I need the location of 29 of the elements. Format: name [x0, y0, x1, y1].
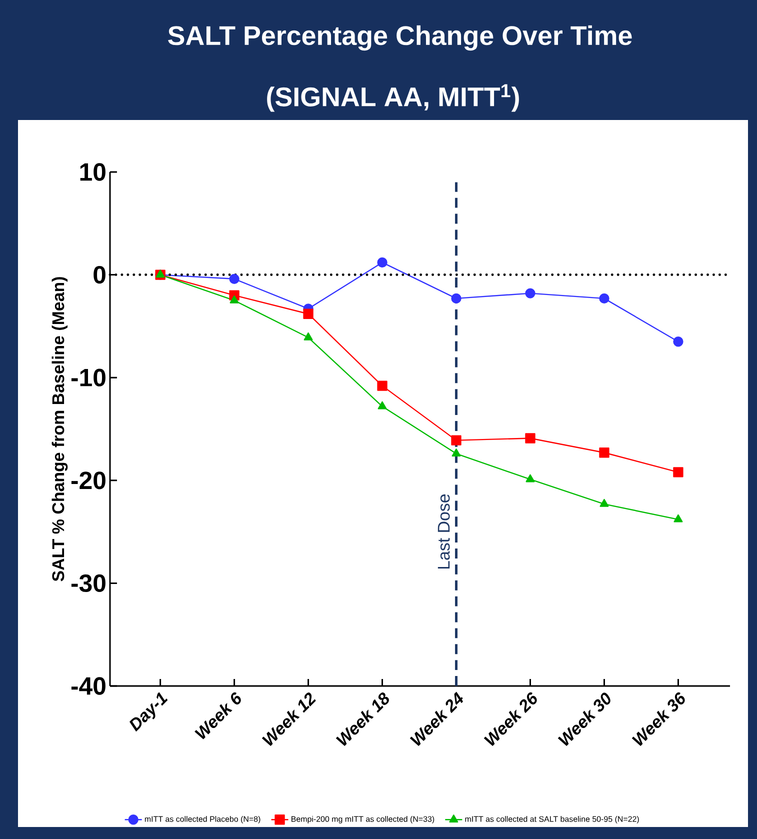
y-tick-label: -40 — [71, 677, 106, 695]
y-axis-title: SALT % Change from Baseline (Mean) — [52, 277, 68, 582]
point — [673, 336, 684, 347]
point — [230, 295, 239, 304]
y-tick-label: -10 — [71, 368, 106, 386]
chart-subtitle: (SIGNAL AA, MITT$^{1}$) — [267, 84, 519, 112]
point — [673, 467, 684, 478]
point — [674, 514, 683, 522]
point — [600, 498, 609, 507]
y-tick-label: -30 — [71, 574, 106, 592]
point — [303, 308, 314, 319]
point — [229, 274, 240, 284]
point — [304, 332, 313, 340]
point — [378, 401, 387, 410]
point — [599, 448, 610, 458]
point — [525, 433, 536, 444]
point — [377, 257, 388, 268]
ref-line-label: Last Dose — [438, 494, 450, 569]
point — [377, 380, 388, 391]
point — [599, 293, 610, 304]
point — [451, 435, 462, 446]
y-tick-label: 0 — [94, 266, 106, 284]
point — [452, 448, 461, 457]
point — [525, 288, 536, 298]
y-tick-label: -20 — [71, 472, 106, 490]
point — [526, 474, 535, 482]
chart-title: SALT Percentage Change Over Time — [168, 25, 632, 51]
point — [451, 293, 462, 304]
y-tick-label: 10 — [80, 163, 106, 181]
